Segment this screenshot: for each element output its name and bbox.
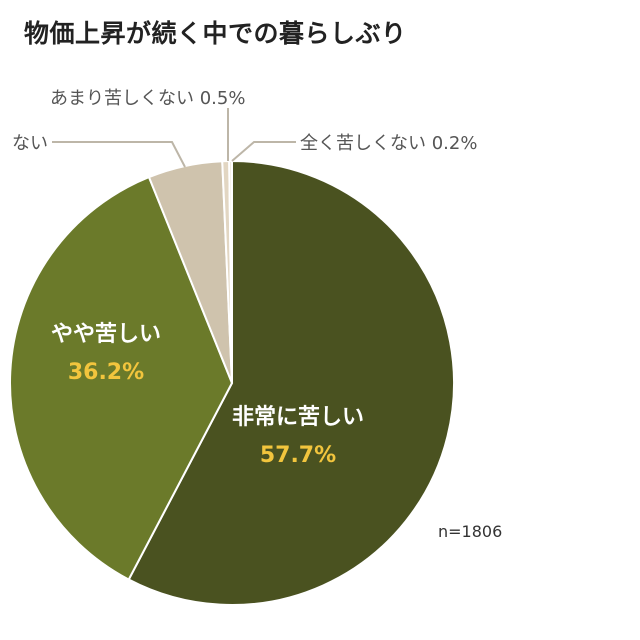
pie-slice-0 [127,159,455,606]
pie-slice-4 [228,159,233,384]
chart-title: 物価上昇が続く中での暮らしぶり [24,19,407,48]
slice-label-3: あまり苦しくない 0.5% [50,88,245,109]
slice-label-0: 非常に苦しい [232,404,364,430]
sample-size-note: n=1806 [438,522,503,541]
slice-label-4: 全く苦しくない 0.2% [300,133,477,154]
slice-label-1: やや苦しい [51,322,161,347]
slice-label-2: ない [12,133,48,154]
pie-slice-1 [9,175,234,581]
slice-percent-0: 57.7% [260,443,336,468]
leader-line-2 [52,141,186,168]
slice-percent-1: 36.2% [68,360,144,385]
leader-line-4 [231,141,296,162]
